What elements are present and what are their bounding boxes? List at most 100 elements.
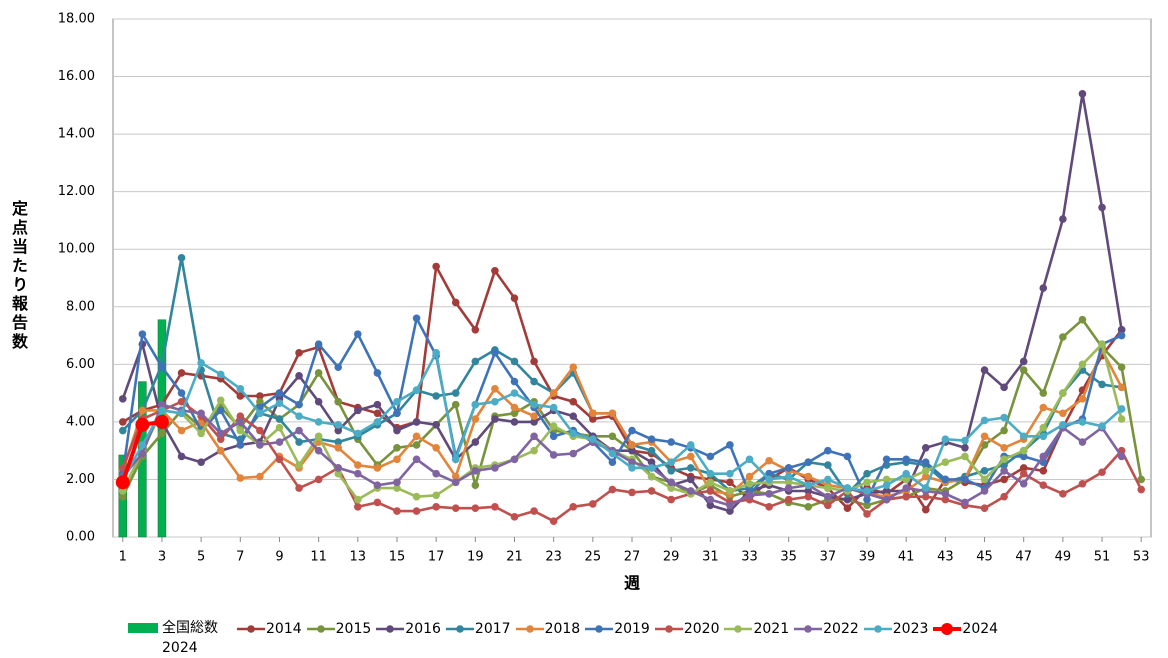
- point: [902, 492, 910, 501]
- point: [1039, 403, 1048, 412]
- point: [275, 415, 284, 423]
- point: [902, 484, 910, 492]
- legend-marker: [873, 625, 882, 633]
- point: [177, 369, 186, 377]
- point: [432, 262, 440, 271]
- point: [1039, 284, 1048, 292]
- point: [667, 495, 675, 504]
- legend-symbol: [654, 625, 683, 633]
- point: [882, 495, 891, 504]
- legend-item: 2020: [654, 618, 719, 640]
- point: [451, 504, 460, 513]
- legend-marker: [525, 625, 534, 633]
- point: [158, 406, 166, 415]
- point: [804, 472, 813, 481]
- point: [1039, 389, 1048, 397]
- point: [1117, 415, 1126, 423]
- point: [236, 412, 245, 420]
- point: [471, 481, 480, 490]
- point: [921, 505, 930, 514]
- point: [510, 389, 519, 397]
- point: [667, 438, 675, 446]
- point: [530, 432, 538, 441]
- point: [373, 418, 382, 426]
- point: [961, 498, 969, 507]
- x-tick-label: 25: [585, 550, 602, 565]
- point: [197, 429, 205, 438]
- point: [1098, 422, 1106, 431]
- point: [451, 478, 460, 487]
- point: [471, 467, 480, 475]
- point: [314, 432, 323, 441]
- point: [177, 254, 186, 262]
- point: [706, 452, 715, 461]
- point: [197, 409, 205, 418]
- point: [824, 461, 832, 469]
- point: [1059, 215, 1067, 223]
- point: [393, 397, 401, 406]
- point: [843, 484, 852, 492]
- point: [549, 403, 558, 412]
- point: [667, 484, 675, 492]
- point: [1039, 423, 1048, 432]
- point: [863, 487, 871, 495]
- point: [451, 472, 460, 481]
- point: [118, 418, 127, 426]
- point: [432, 502, 440, 511]
- point: [314, 340, 323, 348]
- point: [961, 443, 969, 452]
- point: [1059, 420, 1067, 429]
- point: [608, 449, 617, 458]
- point: [1117, 383, 1126, 392]
- x-tick-label: 27: [624, 550, 641, 565]
- point: [115, 475, 130, 490]
- point: [863, 495, 871, 504]
- point: [432, 443, 440, 452]
- x-tick-label: 31: [702, 550, 719, 565]
- point: [451, 298, 460, 307]
- point: [902, 455, 910, 464]
- point: [354, 461, 362, 469]
- point: [275, 389, 284, 397]
- point: [256, 392, 264, 400]
- series-line: [121, 93, 1123, 513]
- point: [530, 446, 538, 455]
- point: [295, 484, 303, 492]
- x-tick-label: 41: [898, 550, 915, 565]
- point: [373, 400, 382, 409]
- legend-item: 2019: [584, 618, 650, 640]
- point: [412, 507, 421, 515]
- legend-symbol: [306, 625, 335, 633]
- point: [530, 400, 538, 409]
- point: [236, 441, 245, 449]
- point: [216, 370, 225, 379]
- point: [530, 507, 538, 515]
- legend-label: 2022: [823, 621, 859, 637]
- point: [1117, 363, 1126, 372]
- point: [784, 464, 793, 472]
- legend-item: 2022: [793, 618, 859, 640]
- point: [686, 475, 695, 484]
- legend-symbol: [794, 625, 823, 633]
- point: [295, 438, 303, 446]
- x-tick-label: 13: [350, 550, 367, 565]
- point: [295, 412, 303, 420]
- point: [236, 392, 245, 400]
- point: [647, 435, 656, 443]
- point: [491, 464, 499, 472]
- x-tick-label: 9: [275, 550, 283, 565]
- point: [765, 475, 773, 484]
- point: [863, 510, 871, 518]
- series-line: [121, 314, 1123, 503]
- point: [1117, 331, 1126, 340]
- point: [334, 438, 343, 446]
- point: [549, 517, 558, 525]
- legend-item: 2014: [236, 618, 302, 640]
- point: [412, 386, 421, 395]
- x-tick-label: 45: [976, 550, 993, 565]
- point: [275, 423, 284, 432]
- point: [628, 446, 636, 455]
- point: [706, 487, 715, 495]
- point: [608, 458, 617, 466]
